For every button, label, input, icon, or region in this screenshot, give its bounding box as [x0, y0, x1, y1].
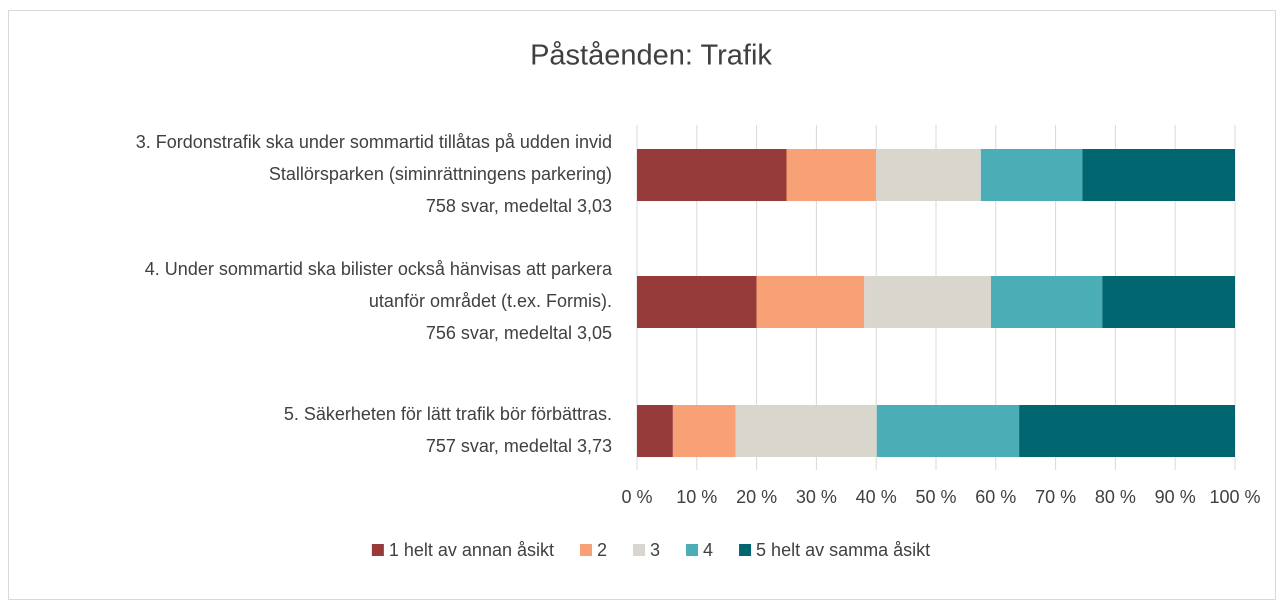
legend-label: 5 helt av samma åsikt: [756, 540, 930, 560]
bar-segment: [786, 149, 877, 201]
x-tick-label: 90 %: [1155, 487, 1196, 507]
bar-segment: [756, 276, 865, 328]
x-tick-label: 30 %: [796, 487, 837, 507]
x-tick-label: 50 %: [915, 487, 956, 507]
legend-swatch: [739, 544, 752, 556]
bar-segment: [876, 149, 981, 201]
legend-swatch: [371, 544, 384, 556]
category-label: 757 svar, medeltal 3,73: [426, 436, 612, 456]
bar-segment: [1102, 276, 1235, 328]
category-label: utanför området (t.ex. Formis).: [369, 291, 612, 311]
legend-swatch: [686, 544, 699, 556]
bar-segment: [876, 405, 1020, 457]
category-label: Stallörsparken (siminrättningens parkeri…: [269, 164, 612, 184]
x-tick-label: 100 %: [1209, 487, 1260, 507]
x-tick-label: 60 %: [975, 487, 1016, 507]
legend-swatch: [580, 544, 592, 556]
category-label: 5. Säkerheten för lätt trafik bör förbät…: [284, 404, 612, 424]
x-tick-label: 80 %: [1095, 487, 1136, 507]
x-tick-label: 20 %: [736, 487, 777, 507]
bar-segment: [672, 405, 736, 457]
legend-label: 1 helt av annan åsikt: [389, 540, 554, 560]
bar-segment: [735, 405, 877, 457]
bar-segment: [1082, 149, 1235, 201]
bar-segment: [1019, 405, 1235, 457]
bar-segment: [637, 405, 673, 457]
legend-label: 4: [703, 540, 713, 560]
x-tick-label: 40 %: [856, 487, 897, 507]
x-tick-label: 70 %: [1035, 487, 1076, 507]
x-tick-label: 0 %: [621, 487, 652, 507]
category-label: 756 svar, medeltal 3,05: [426, 323, 612, 343]
chart-title: Påståenden: Trafik: [530, 40, 772, 72]
bar-segment: [991, 276, 1103, 328]
category-label: 4. Under sommartid ska bilister också hä…: [145, 259, 613, 279]
bar-segment: [864, 276, 992, 328]
bar-segment: [637, 276, 757, 328]
category-label: 758 svar, medeltal 3,03: [426, 196, 612, 216]
bar-segment: [980, 149, 1083, 201]
bar-segment: [637, 149, 787, 201]
legend-swatch: [633, 544, 646, 556]
x-tick-label: 10 %: [676, 487, 717, 507]
legend-label: 3: [650, 540, 660, 560]
category-label: 3. Fordonstrafik ska under sommartid til…: [136, 132, 612, 152]
legend-label: 2: [597, 540, 607, 560]
